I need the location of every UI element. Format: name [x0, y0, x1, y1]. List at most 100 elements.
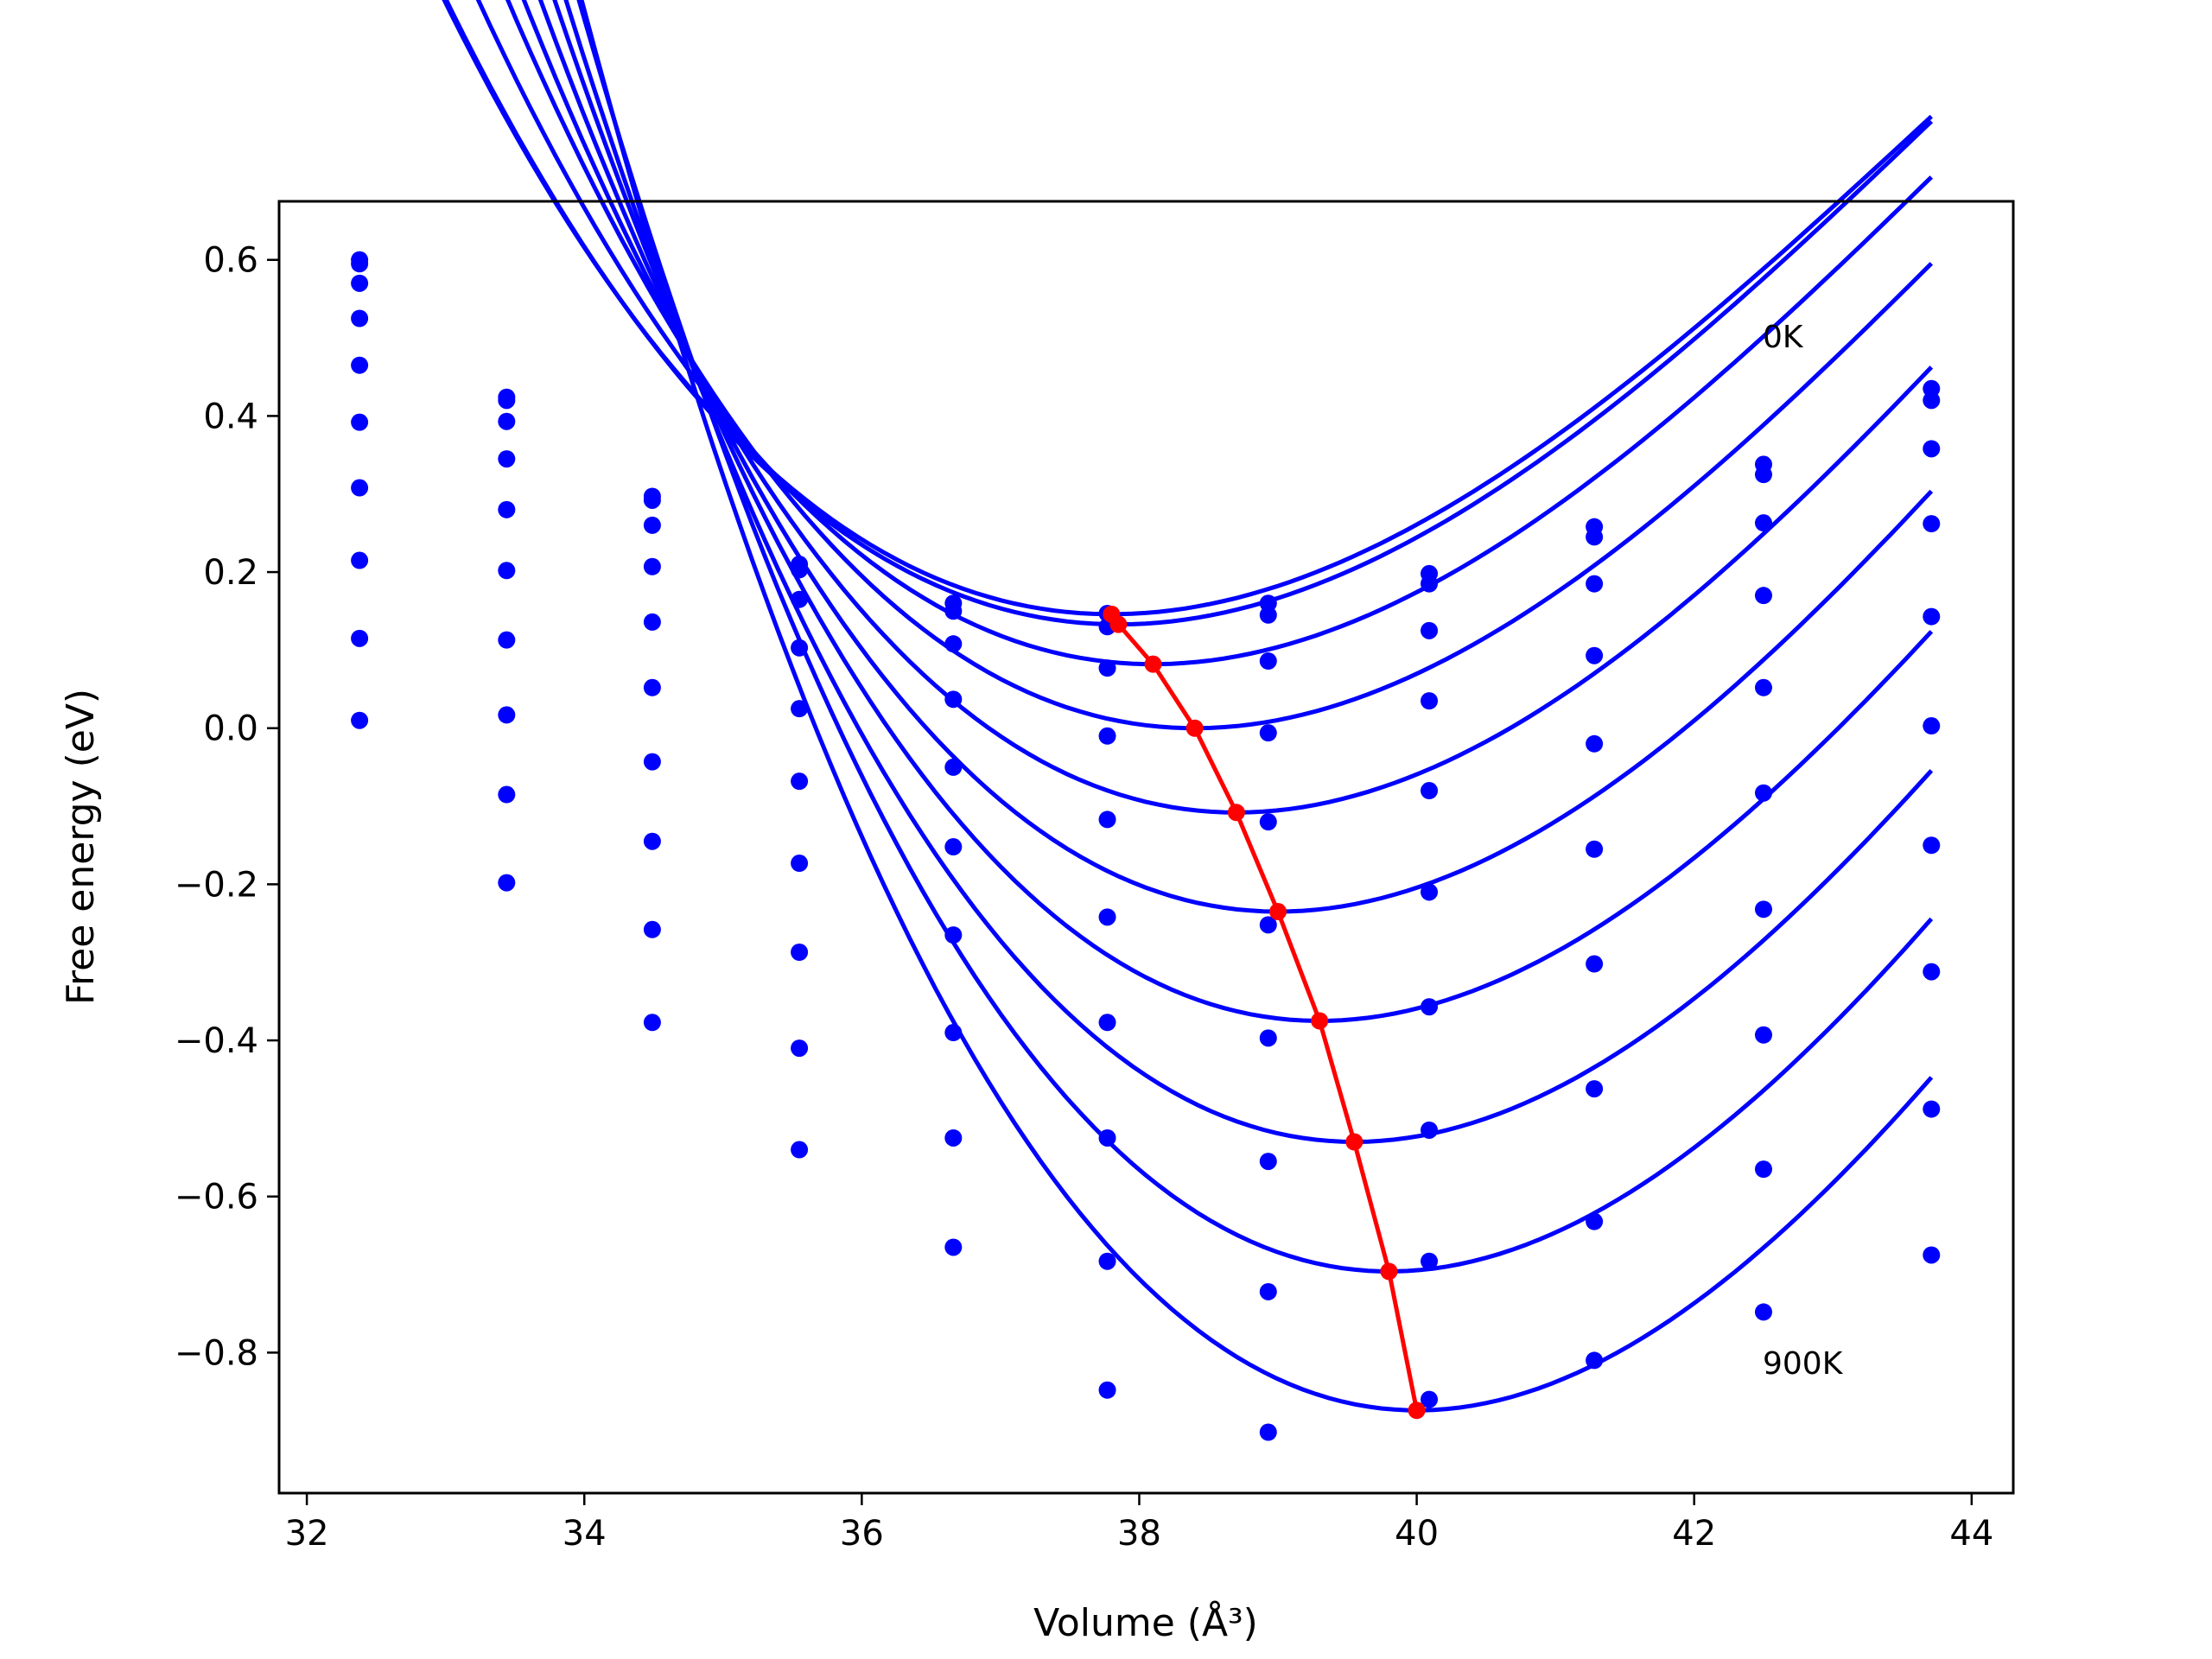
data-point: [351, 309, 369, 327]
minimum-point: [1227, 804, 1245, 822]
data-point: [1754, 900, 1772, 918]
data-point: [791, 943, 809, 961]
data-point: [1754, 1026, 1772, 1044]
data-point: [1586, 734, 1604, 753]
data-point: [1098, 1014, 1116, 1032]
data-point: [791, 561, 809, 579]
data-point: [351, 479, 369, 497]
data-point: [1259, 1282, 1277, 1300]
data-point: [1259, 724, 1277, 742]
x-axis-label: Volume (Å³): [1033, 1599, 1258, 1645]
data-point: [1421, 998, 1439, 1016]
data-point: [1098, 727, 1116, 745]
data-point: [791, 1141, 809, 1159]
fit-curve-7: [563, 0, 1934, 1145]
data-point: [643, 920, 661, 938]
data-point: [1586, 1080, 1604, 1098]
minimum-point: [1109, 615, 1128, 633]
data-point: [791, 700, 809, 718]
data-point: [498, 391, 516, 410]
data-point: [1421, 1121, 1439, 1139]
x-tick-label: 36: [840, 1514, 884, 1554]
data-point: [1586, 840, 1604, 858]
data-point: [944, 926, 963, 944]
data-point: [944, 602, 963, 620]
minimum-point: [1380, 1262, 1398, 1281]
y-tick-label: 0.4: [203, 397, 258, 436]
x-tick-label: 38: [1117, 1514, 1161, 1554]
x-tick-label: 40: [1395, 1514, 1439, 1554]
data-point: [643, 832, 661, 850]
data-point: [1259, 1153, 1277, 1171]
fit-curve-5: [537, 0, 1934, 914]
data-point: [1923, 391, 1941, 410]
annotation-900k: 900K: [1763, 1346, 1844, 1382]
data-point: [1586, 955, 1604, 973]
data-point: [1098, 1128, 1116, 1147]
data-point: [1259, 1423, 1277, 1441]
data-point: [944, 838, 963, 856]
data-point: [498, 562, 516, 580]
data-point: [351, 551, 369, 569]
data-point: [791, 1039, 809, 1058]
x-tick-label: 44: [1949, 1514, 1993, 1554]
annotation-0k: 0K: [1763, 320, 1804, 355]
data-point: [498, 500, 516, 518]
data-point: [1259, 813, 1277, 831]
data-point: [1098, 1252, 1116, 1270]
data-point: [1923, 1246, 1941, 1264]
y-axis-label: Free energy (eV): [59, 689, 103, 1005]
y-tick-label: 0.6: [203, 241, 258, 281]
data-point: [1098, 810, 1116, 829]
minimum-point: [1185, 719, 1204, 737]
minimum-point: [1311, 1012, 1329, 1030]
data-point: [643, 753, 661, 771]
plot-frame: [277, 200, 2015, 1495]
data-point: [1923, 717, 1941, 735]
data-point: [643, 613, 661, 631]
data-point: [1923, 515, 1941, 533]
data-point: [498, 785, 516, 804]
data-point: [351, 274, 369, 292]
y-tick-label: 0.2: [203, 553, 258, 593]
data-point: [643, 1014, 661, 1032]
data-point: [1754, 1303, 1772, 1321]
data-point: [351, 413, 369, 431]
data-point: [1421, 883, 1439, 901]
data-point: [1923, 607, 1941, 626]
y-tick-label: 0.0: [203, 709, 258, 749]
data-point: [1586, 528, 1604, 546]
data-point: [791, 772, 809, 791]
data-point: [498, 631, 516, 649]
data-point: [1098, 1381, 1116, 1399]
data-point: [944, 758, 963, 776]
data-point: [1923, 836, 1941, 855]
minimum-point: [1408, 1402, 1426, 1420]
data-point: [643, 491, 661, 509]
data-point: [1754, 678, 1772, 696]
data-point: [351, 711, 369, 729]
data-point: [1586, 1212, 1604, 1230]
data-point: [351, 629, 369, 647]
data-point: [1586, 575, 1604, 593]
data-point: [1259, 916, 1277, 934]
data-points: [351, 251, 1941, 1441]
fit-curve-4: [521, 0, 1934, 815]
data-point: [944, 690, 963, 709]
data-point: [1421, 621, 1439, 639]
x-tick-label: 34: [563, 1514, 607, 1554]
data-point: [1754, 514, 1772, 532]
data-point: [1259, 652, 1277, 671]
data-point: [1754, 1160, 1772, 1179]
data-point: [944, 635, 963, 653]
data-point: [1586, 646, 1604, 664]
data-point: [498, 450, 516, 468]
y-tick-label: −0.8: [175, 1333, 258, 1373]
x-tick-label: 42: [1672, 1514, 1716, 1554]
data-point: [1259, 1029, 1277, 1047]
data-point: [498, 706, 516, 724]
data-point: [498, 412, 516, 430]
y-tick-label: −0.2: [175, 865, 258, 905]
